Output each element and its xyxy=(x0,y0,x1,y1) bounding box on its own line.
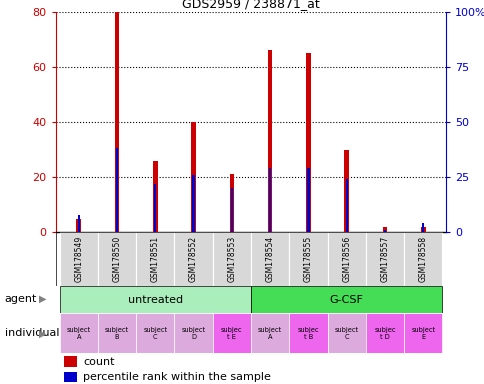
Text: subject
C: subject C xyxy=(143,327,167,339)
Text: GSM178550: GSM178550 xyxy=(112,236,121,282)
Bar xyxy=(191,122,196,232)
Bar xyxy=(136,313,174,353)
Text: GSM178549: GSM178549 xyxy=(74,236,83,282)
Text: subject
B: subject B xyxy=(105,327,129,339)
Text: GSM178554: GSM178554 xyxy=(265,236,274,282)
Bar xyxy=(98,232,136,286)
Bar xyxy=(229,174,234,232)
Text: subjec
t E: subjec t E xyxy=(221,327,242,339)
Text: subject
D: subject D xyxy=(181,327,205,339)
Text: agent: agent xyxy=(5,294,37,304)
Bar xyxy=(403,313,441,353)
Bar xyxy=(251,232,288,286)
Bar xyxy=(327,313,365,353)
Bar xyxy=(365,232,403,286)
Bar xyxy=(420,227,424,232)
Bar xyxy=(288,313,327,353)
Text: GSM178551: GSM178551 xyxy=(151,236,159,282)
Text: GSM178553: GSM178553 xyxy=(227,236,236,282)
Text: GSM178557: GSM178557 xyxy=(379,236,389,282)
Bar xyxy=(382,227,386,232)
Text: G-CSF: G-CSF xyxy=(329,295,363,305)
Bar xyxy=(421,223,424,232)
Bar xyxy=(344,149,348,232)
Text: subject
A: subject A xyxy=(66,327,91,339)
Bar xyxy=(136,232,174,286)
Bar xyxy=(154,184,156,232)
Bar xyxy=(115,12,119,232)
Bar xyxy=(327,232,365,286)
Text: GSM178558: GSM178558 xyxy=(418,236,427,282)
Bar xyxy=(174,232,212,286)
Text: subject
E: subject E xyxy=(410,327,435,339)
Bar xyxy=(212,313,251,353)
Bar xyxy=(403,232,441,286)
Bar xyxy=(76,218,81,232)
Text: percentile rank within the sample: percentile rank within the sample xyxy=(83,372,271,382)
Bar xyxy=(60,286,251,313)
Bar xyxy=(63,372,77,382)
Text: subjec
t B: subjec t B xyxy=(297,327,318,339)
Text: ▶: ▶ xyxy=(39,294,46,304)
Text: GSM178555: GSM178555 xyxy=(303,236,312,282)
Bar xyxy=(60,232,98,286)
Bar xyxy=(288,232,327,286)
Bar xyxy=(305,53,310,232)
Text: GSM178556: GSM178556 xyxy=(342,236,350,282)
Text: individual: individual xyxy=(5,328,59,338)
Bar xyxy=(267,50,272,232)
Bar xyxy=(174,313,212,353)
Bar xyxy=(77,215,80,232)
Bar xyxy=(307,168,309,232)
Bar xyxy=(192,175,194,232)
Text: subject
A: subject A xyxy=(257,327,282,339)
Bar xyxy=(116,149,118,232)
Bar xyxy=(345,179,347,232)
Bar xyxy=(63,356,77,367)
Text: GSM178552: GSM178552 xyxy=(189,236,197,282)
Bar xyxy=(365,313,403,353)
Bar xyxy=(383,230,385,232)
Bar xyxy=(98,313,136,353)
Text: subject
C: subject C xyxy=(334,327,358,339)
Text: untreated: untreated xyxy=(127,295,182,305)
Bar xyxy=(60,313,98,353)
Bar xyxy=(251,313,288,353)
Bar xyxy=(212,232,251,286)
Bar xyxy=(152,161,157,232)
Text: count: count xyxy=(83,357,114,367)
Text: ▶: ▶ xyxy=(39,328,46,338)
Text: subjec
t D: subjec t D xyxy=(374,327,395,339)
Title: GDS2959 / 238871_at: GDS2959 / 238871_at xyxy=(182,0,319,10)
Bar xyxy=(230,188,232,232)
Bar xyxy=(251,286,441,313)
Bar xyxy=(269,168,271,232)
